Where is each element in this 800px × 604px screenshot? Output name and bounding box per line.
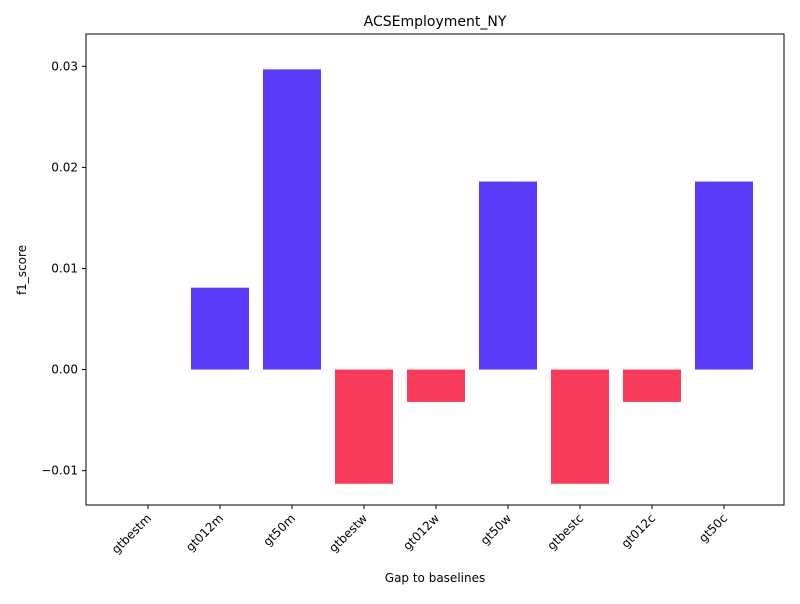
x-tick-label: gt50m <box>260 511 298 549</box>
bar-gt012m <box>191 287 249 370</box>
y-tick-label: 0.00 <box>51 363 78 377</box>
x-axis: gtbestm gt012m gt50m gtbestw gt012w gt50w gtbe… <box>109 505 730 556</box>
plot-frame <box>85 33 785 506</box>
x-tick-label: gt012w <box>400 511 442 553</box>
bar-gt50c <box>695 181 753 370</box>
x-tick-label: gt50w <box>478 511 514 547</box>
bar-gt50w <box>479 181 537 370</box>
bar-gt012w <box>407 369 465 402</box>
x-tick-label: gtbestw <box>326 511 370 555</box>
y-tick-label: 0.01 <box>51 261 78 275</box>
y-tick-label: 0.02 <box>51 160 78 174</box>
x-tick-label: gtbestc <box>544 511 586 553</box>
x-tick-label: gt012m <box>183 511 226 554</box>
bar-gt50m <box>263 69 321 370</box>
bars-layer <box>191 69 753 484</box>
x-tick-label: gtbestm <box>109 511 154 556</box>
x-tick-label: gt50c <box>696 511 730 545</box>
x-tick-label: gt012c <box>619 511 658 550</box>
y-tick-label: −0.01 <box>41 464 78 478</box>
bar-gt012c <box>623 369 681 402</box>
chart-title: ACSEmployment_NY <box>364 14 507 30</box>
bar-gtbestw <box>335 369 393 484</box>
y-axis-label: f1_score <box>15 245 29 295</box>
y-tick-label: 0.03 <box>51 59 78 73</box>
bar-gtbestc <box>551 369 609 484</box>
y-axis: −0.01 0.00 0.01 0.02 0.03 <box>41 59 86 478</box>
x-axis-label: Gap to baselines <box>385 571 485 585</box>
